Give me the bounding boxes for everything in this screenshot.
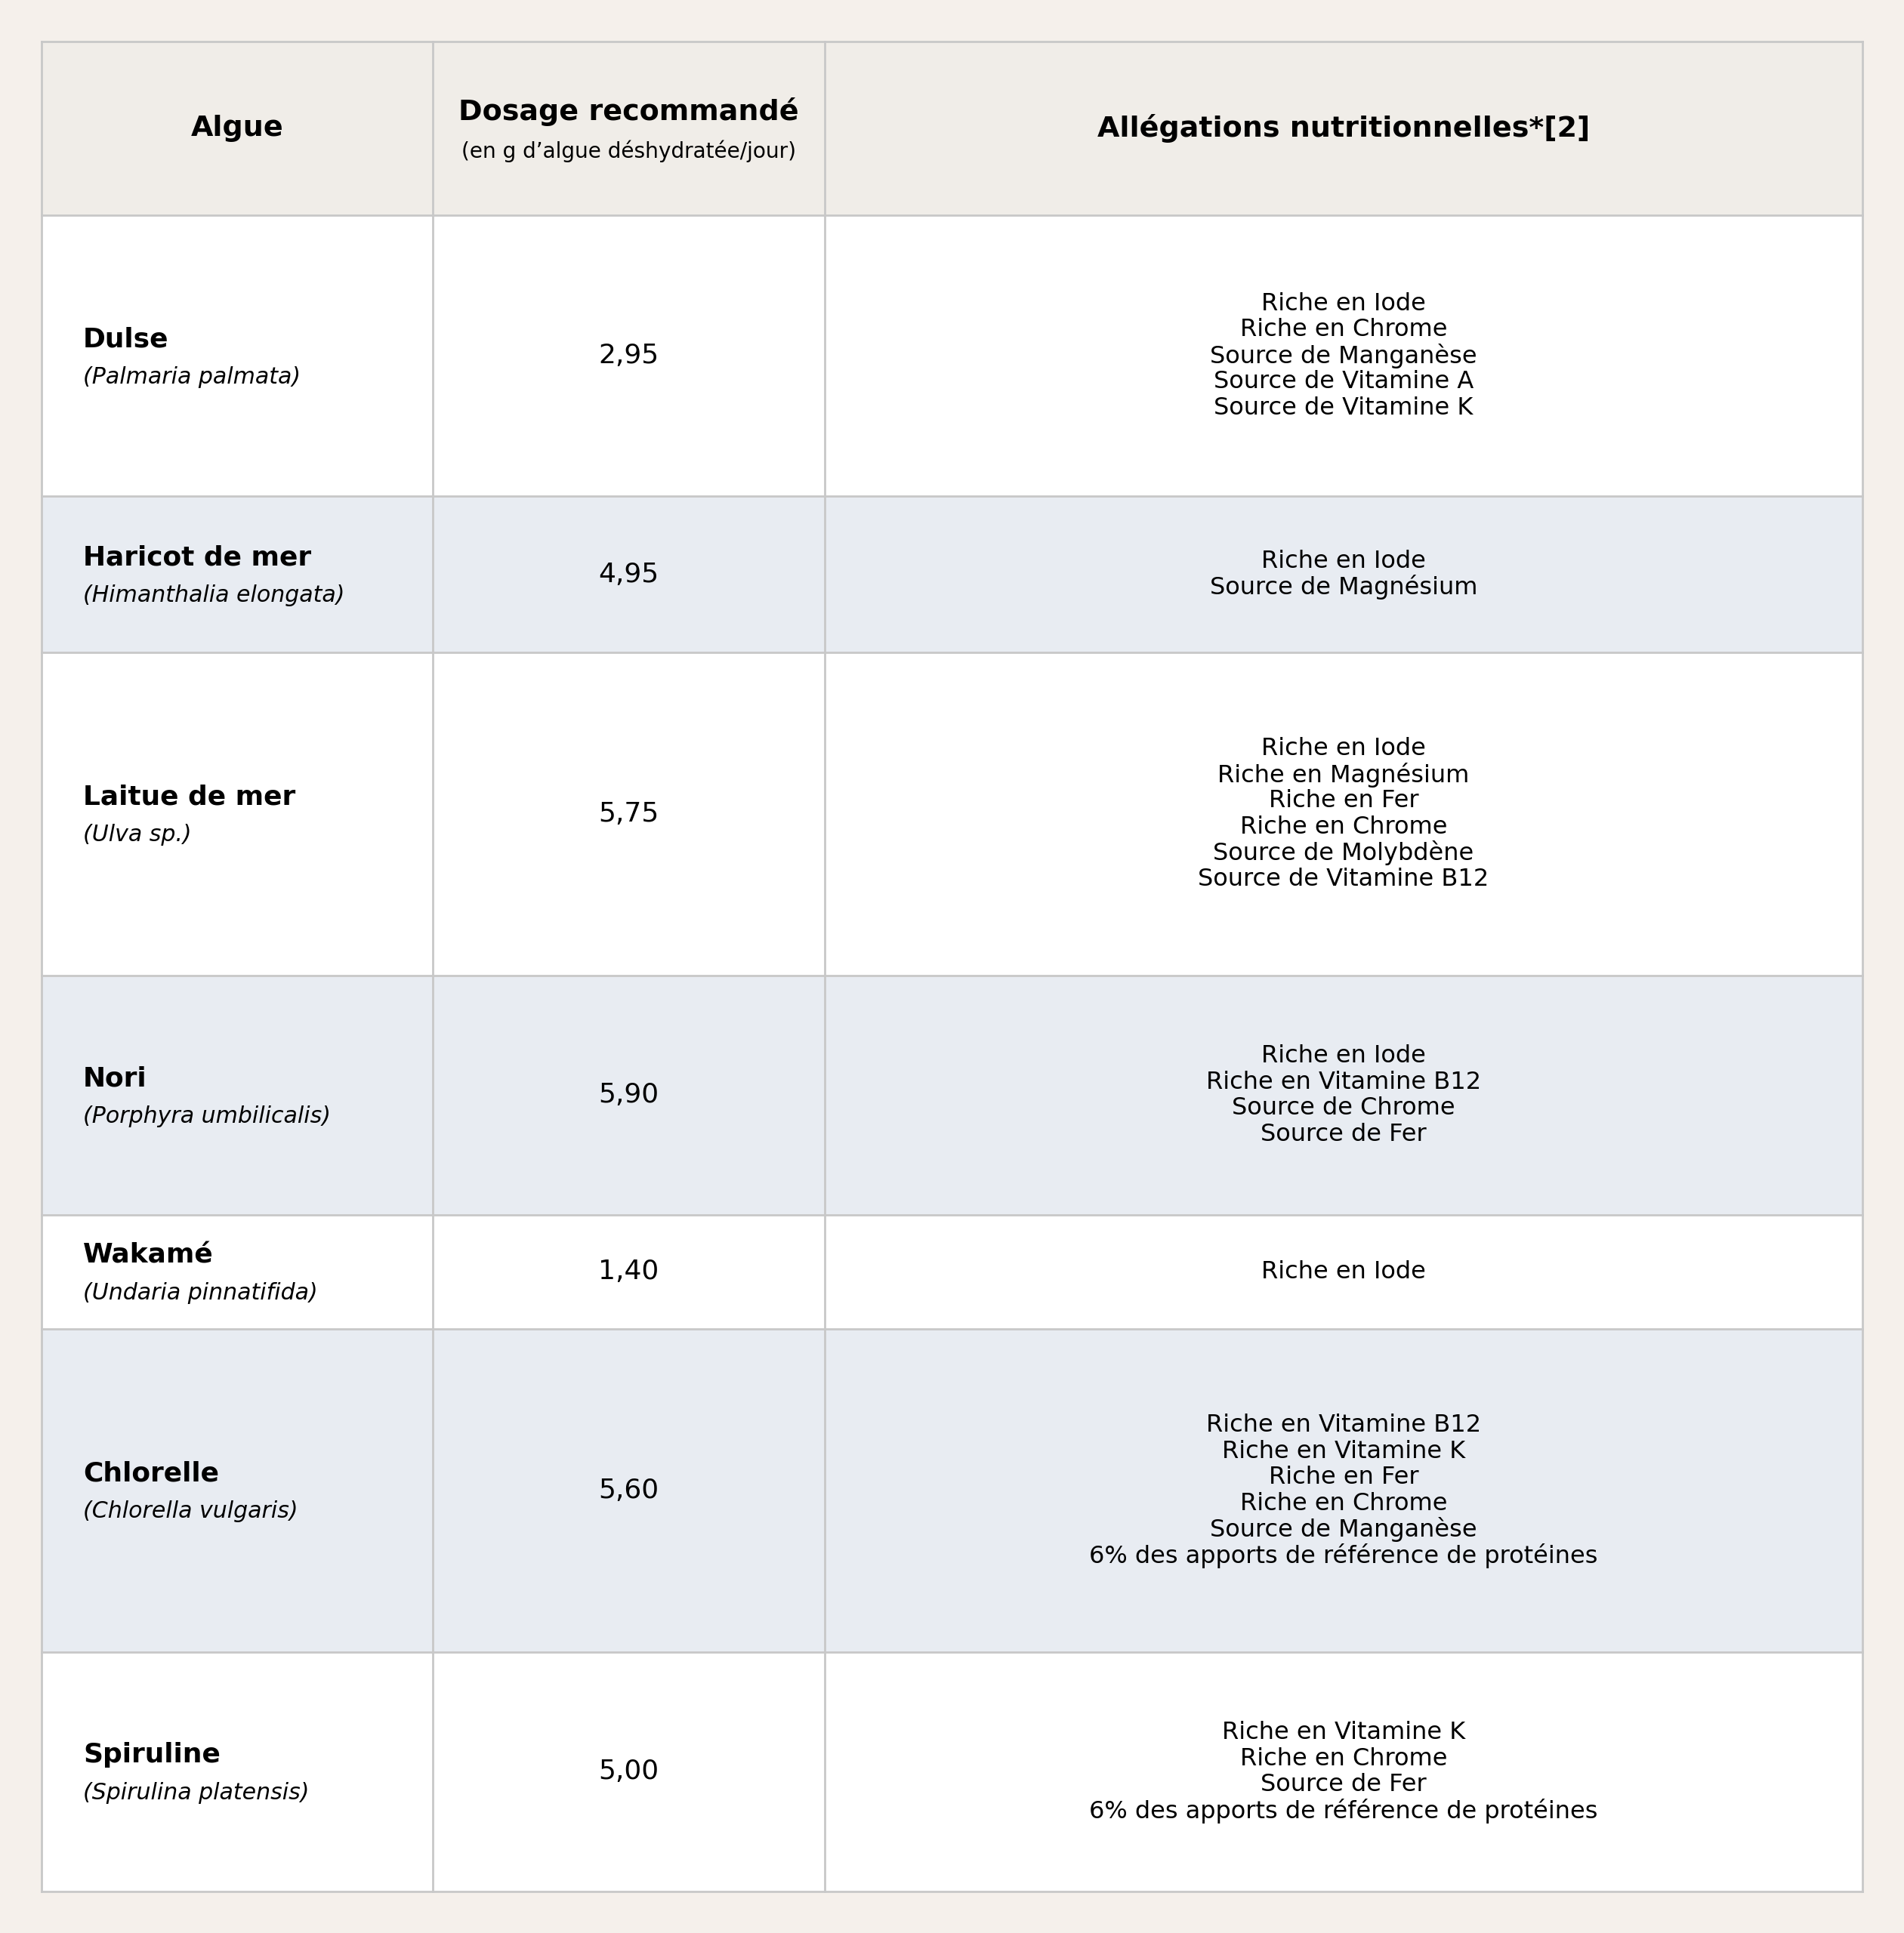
Text: Source de Manganèse: Source de Manganèse (1209, 344, 1478, 369)
Bar (42, 1214, 1862, 1330)
Text: Source de Chrome: Source de Chrome (1232, 1096, 1455, 1119)
Text: Riche en Fer: Riche en Fer (1268, 1465, 1418, 1488)
Bar (42, 215, 1862, 497)
Text: Dosage recommandé: Dosage recommandé (459, 97, 800, 126)
Text: Riche en Fer: Riche en Fer (1268, 789, 1418, 812)
Text: (Chlorella vulgaris): (Chlorella vulgaris) (84, 1500, 299, 1523)
Text: (en g d’algue déshydratée/jour): (en g d’algue déshydratée/jour) (461, 139, 796, 162)
Text: Source de Vitamine A: Source de Vitamine A (1213, 371, 1474, 394)
Text: 5,75: 5,75 (598, 800, 659, 827)
Bar (42, 1653, 1862, 1892)
Text: Riche en Iode: Riche en Iode (1260, 736, 1426, 760)
Text: Source de Vitamine B12: Source de Vitamine B12 (1198, 868, 1489, 891)
Text: Riche en Vitamine K: Riche en Vitamine K (1222, 1720, 1466, 1744)
Text: Riche en Chrome: Riche en Chrome (1240, 1747, 1447, 1771)
Text: Dulse: Dulse (84, 327, 169, 352)
Text: Riche en Vitamine K: Riche en Vitamine K (1222, 1440, 1466, 1463)
Text: Riche en Chrome: Riche en Chrome (1240, 1492, 1447, 1515)
Text: (Ulva sp.): (Ulva sp.) (84, 823, 192, 847)
Text: Riche en Iode: Riche en Iode (1260, 1260, 1426, 1284)
Text: Riche en Iode: Riche en Iode (1260, 292, 1426, 315)
Bar (42, 1330, 1862, 1653)
Text: (Porphyra umbilicalis): (Porphyra umbilicalis) (84, 1106, 331, 1127)
Text: Riche en Vitamine B12: Riche en Vitamine B12 (1205, 1071, 1481, 1094)
Bar (42, 976, 1862, 1214)
Text: Allégations nutritionnelles*[2]: Allégations nutritionnelles*[2] (1097, 114, 1590, 143)
Text: Source de Manganèse: Source de Manganèse (1209, 1517, 1478, 1543)
Text: Riche en Vitamine B12: Riche en Vitamine B12 (1205, 1413, 1481, 1436)
Text: 2,95: 2,95 (598, 342, 659, 369)
Text: Nori: Nori (84, 1065, 147, 1092)
Text: Haricot de mer: Haricot de mer (84, 545, 310, 570)
Text: (Spirulina platensis): (Spirulina platensis) (84, 1782, 308, 1803)
Bar (42, 497, 1862, 651)
Text: (Himanthalia elongata): (Himanthalia elongata) (84, 584, 345, 607)
Text: Riche en Magnésium: Riche en Magnésium (1217, 762, 1470, 787)
Bar (42, 651, 1862, 976)
Text: (Undaria pinnatifida): (Undaria pinnatifida) (84, 1282, 318, 1305)
Text: (Palmaria palmata): (Palmaria palmata) (84, 365, 301, 389)
Bar (42, 41, 1862, 215)
Text: 5,60: 5,60 (598, 1477, 659, 1504)
Text: 5,00: 5,00 (598, 1759, 659, 1784)
Text: 6% des apports de référence de protéines: 6% des apports de référence de protéines (1089, 1543, 1597, 1568)
Text: Source de Molybdène: Source de Molybdène (1213, 841, 1474, 866)
Text: Chlorelle: Chlorelle (84, 1461, 219, 1486)
Text: Source de Fer: Source de Fer (1260, 1123, 1426, 1146)
Text: Source de Magnésium: Source de Magnésium (1209, 574, 1478, 599)
Text: Source de Vitamine K: Source de Vitamine K (1215, 396, 1474, 419)
Text: Spiruline: Spiruline (84, 1742, 221, 1769)
Text: Riche en Chrome: Riche en Chrome (1240, 319, 1447, 342)
Text: Algue: Algue (190, 114, 284, 141)
Text: 4,95: 4,95 (598, 563, 659, 588)
Text: Riche en Iode: Riche en Iode (1260, 1044, 1426, 1067)
Text: Source de Fer: Source de Fer (1260, 1773, 1426, 1796)
Text: 5,90: 5,90 (598, 1082, 659, 1108)
Text: 1,40: 1,40 (598, 1258, 659, 1285)
Text: Riche en Chrome: Riche en Chrome (1240, 816, 1447, 839)
Text: Wakamé: Wakamé (84, 1243, 213, 1268)
Text: 6% des apports de référence de protéines: 6% des apports de référence de protéines (1089, 1798, 1597, 1823)
Text: Laitue de mer: Laitue de mer (84, 785, 295, 810)
Text: Riche en Iode: Riche en Iode (1260, 549, 1426, 572)
